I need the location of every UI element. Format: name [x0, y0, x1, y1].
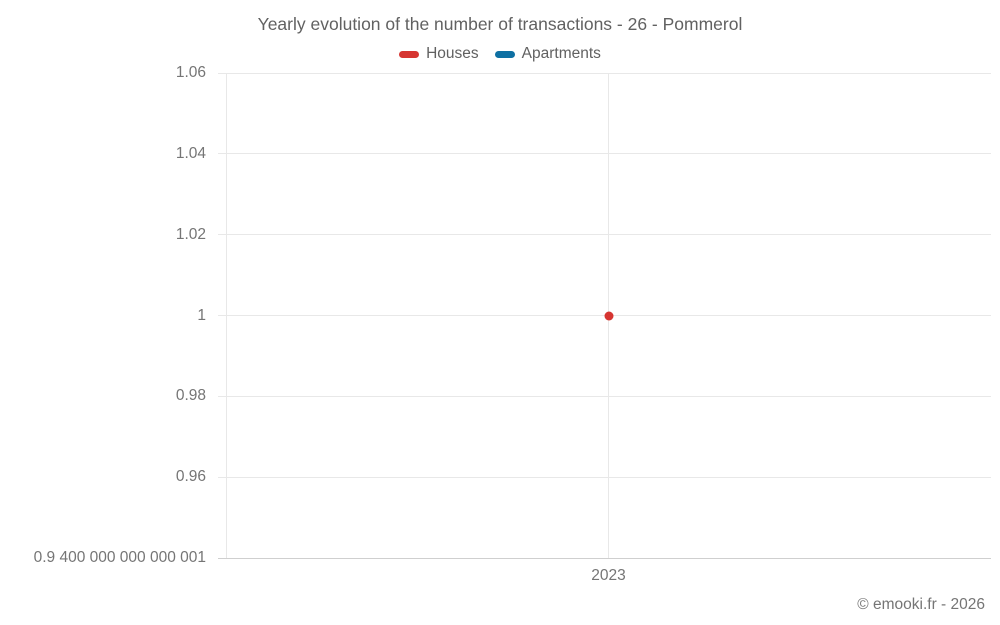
y-axis-tick-label: 0.9 400 000 000 000 001 [33, 549, 206, 566]
x-axis-tick-label: 2023 [591, 567, 626, 584]
y-axis-tick-label: 1.02 [175, 225, 206, 243]
legend-item-apartments[interactable]: Apartments [494, 45, 601, 63]
y-gridline [218, 153, 991, 155]
legend-item-houses[interactable]: Houses [399, 45, 479, 63]
credit-text: © emooki.fr - 2026 [857, 596, 985, 613]
x-axis-baseline [218, 557, 991, 559]
apartments-series-swatch-icon [494, 50, 515, 58]
chart-title: Yearly evolution of the number of transa… [257, 14, 743, 34]
y-gridline [218, 234, 991, 236]
legend: Houses Apartments [0, 45, 1000, 63]
y-axis-tick-label: 1 [197, 306, 206, 324]
y-axis-tick-label: 1.04 [175, 144, 206, 162]
y-gridline [218, 476, 991, 478]
y-axis-tick-label: 0.98 [175, 387, 206, 405]
y-gridline [218, 395, 991, 397]
y-axis-line [226, 73, 227, 558]
y-gridline [218, 72, 991, 74]
houses-data-point[interactable] [604, 311, 613, 320]
apartments-legend-label: Apartments [521, 45, 601, 62]
y-axis-tick-label: 0.96 [175, 468, 206, 486]
y-axis-tick-label: 1.06 [175, 64, 206, 81]
houses-legend-label: Houses [426, 45, 479, 62]
houses-series-swatch-icon [399, 50, 420, 58]
